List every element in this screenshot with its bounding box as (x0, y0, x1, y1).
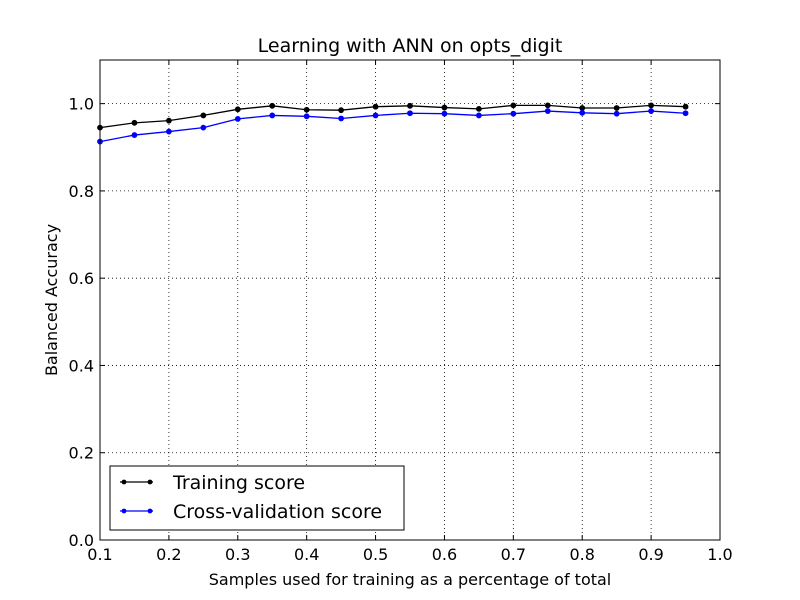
x-tick-label: 0.1 (87, 545, 112, 564)
data-point (269, 102, 276, 109)
x-axis-label: Samples used for training as a percentag… (209, 570, 612, 589)
series-layer (97, 102, 689, 145)
data-point (338, 115, 345, 122)
data-point (441, 110, 448, 117)
data-point (510, 110, 517, 117)
data-point (475, 105, 482, 112)
x-tick-label: 0.3 (225, 545, 250, 564)
data-point (579, 109, 586, 116)
data-point (407, 102, 413, 109)
x-tick-label: 0.6 (432, 545, 457, 564)
data-point (613, 110, 620, 117)
legend-box (109, 465, 405, 531)
y-tick-label: 0.0 (69, 531, 94, 550)
data-point (131, 132, 138, 138)
data-point (131, 119, 138, 126)
legend-marker (121, 508, 127, 514)
data-point (579, 105, 586, 111)
data-point (682, 110, 689, 117)
legend-marker (147, 479, 153, 485)
x-tick-label: 0.5 (363, 545, 388, 564)
data-point (200, 124, 207, 131)
legend: Training score Cross-validation score (109, 465, 405, 531)
data-point (372, 103, 379, 110)
axis-ticks: 0.1 0.2 0.3 0.4 0.5 0.6 0.7 0.8 0.9 1.0 0.0 0.2 0.4 0… (69, 60, 733, 564)
grid-lines (100, 60, 720, 540)
legend-marker (121, 479, 127, 485)
data-point (234, 116, 241, 122)
y-tick-label: 0.2 (69, 444, 94, 463)
y-tick-label: 0.8 (69, 182, 94, 201)
data-point (269, 112, 276, 119)
data-point (372, 112, 379, 119)
x-tick-label: 0.8 (569, 545, 594, 564)
y-tick-label: 0.6 (69, 269, 94, 288)
legend-marker (147, 508, 153, 514)
data-point (613, 105, 620, 111)
data-point (234, 106, 241, 113)
y-tick-label: 0.4 (69, 356, 94, 375)
data-point (475, 112, 482, 119)
data-point (303, 113, 310, 120)
x-tick-label: 0.2 (156, 545, 181, 564)
data-point (441, 104, 448, 111)
data-point (510, 102, 517, 109)
data-point (165, 117, 172, 124)
data-point (200, 112, 207, 119)
legend-label: Cross-validation score (173, 501, 382, 523)
chart-title: Learning with ANN on opts_digit (258, 35, 563, 57)
data-point (303, 106, 310, 113)
data-point (544, 102, 551, 109)
x-tick-label: 0.4 (294, 545, 319, 564)
x-tick-label: 1.0 (707, 545, 732, 564)
legend-label: Training score (172, 472, 305, 494)
data-point (648, 102, 655, 109)
series-line-cross-validation (99, 110, 686, 143)
data-point (682, 103, 689, 110)
data-point (338, 107, 345, 114)
plot-frame (99, 59, 721, 541)
x-tick-label: 0.9 (638, 545, 663, 564)
y-axis-label: Balanced Accuracy (42, 224, 61, 376)
data-point (165, 128, 172, 135)
x-tick-label: 0.7 (501, 545, 526, 564)
series-line-training (99, 104, 686, 129)
data-point (544, 108, 551, 114)
y-tick-label: 1.0 (69, 95, 94, 114)
data-point (648, 108, 655, 114)
data-point (407, 110, 413, 117)
